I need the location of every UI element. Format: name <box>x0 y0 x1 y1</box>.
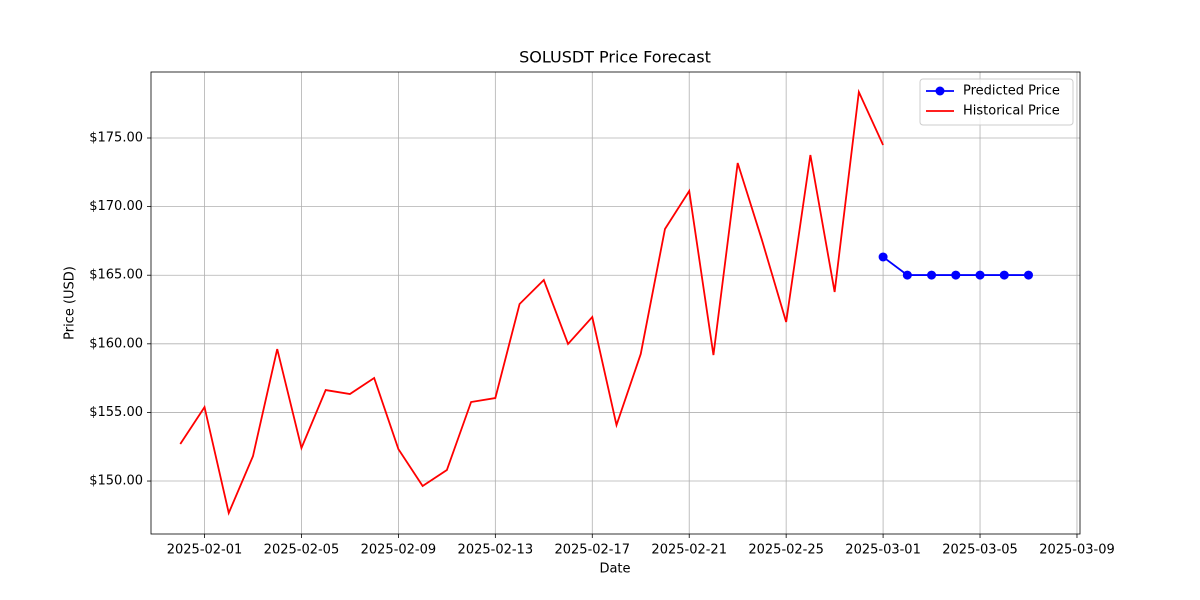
marker <box>1024 270 1034 280</box>
marker <box>999 270 1009 280</box>
y-tick-label: $165.00 <box>89 268 143 283</box>
x-tick-label: 2025-02-21 <box>651 543 727 558</box>
legend-box <box>919 78 1074 126</box>
x-tick-label: 2025-02-25 <box>748 543 824 558</box>
plot-frame <box>150 71 1081 535</box>
x-tick-label: 2025-02-13 <box>458 543 534 558</box>
line <box>179 88 884 516</box>
marker <box>902 270 912 280</box>
marker <box>927 270 937 280</box>
legend-label: Predicted Price <box>963 84 1060 99</box>
y-tick-label: $175.00 <box>89 131 143 146</box>
chart-title: SOLUSDT Price Forecast <box>519 48 711 67</box>
legend: Predicted Price Historical Price <box>919 78 1074 126</box>
x-tick-label: 2025-03-01 <box>845 543 921 558</box>
y-tick-label: $155.00 <box>89 405 143 420</box>
legend-label: Historical Price <box>963 104 1060 119</box>
marker <box>975 270 985 280</box>
marker <box>951 270 961 280</box>
y-axis-label: Price (USD) <box>63 266 78 340</box>
x-axis-label: Date <box>599 562 630 577</box>
y-tick-label: $150.00 <box>89 474 143 489</box>
x-tick-label: 2025-02-17 <box>554 543 630 558</box>
x-tick-label: 2025-03-09 <box>1039 543 1115 558</box>
x-tick-label: 2025-03-05 <box>942 543 1018 558</box>
x-tick-label: 2025-02-01 <box>167 543 243 558</box>
legend-marker <box>935 86 945 96</box>
x-tick-label: 2025-02-09 <box>361 543 437 558</box>
y-tick-label: $160.00 <box>89 336 143 351</box>
y-tick-label: $170.00 <box>89 199 143 214</box>
marker <box>878 252 888 262</box>
x-tick-label: 2025-02-05 <box>264 543 340 558</box>
